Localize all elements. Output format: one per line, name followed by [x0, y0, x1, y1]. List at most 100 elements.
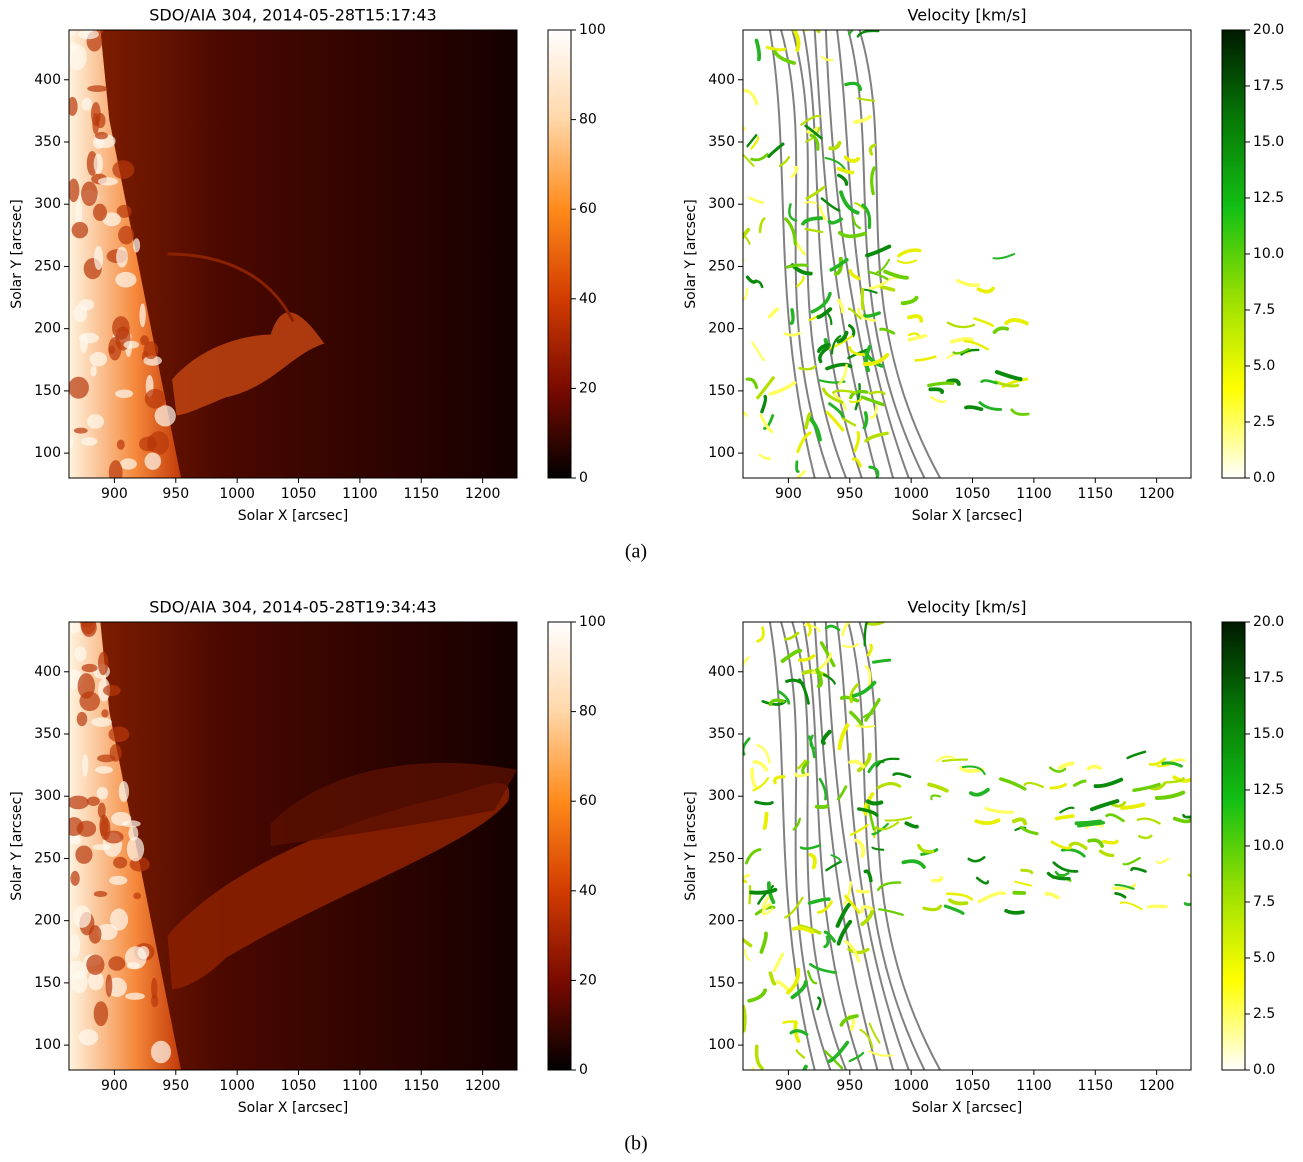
x-axis-label: Solar X [arcsec]: [912, 1100, 1022, 1116]
y-tick-label: 400: [34, 664, 61, 680]
limb-texture: [98, 177, 118, 185]
limb-texture: [72, 836, 80, 845]
x-tick-label: 950: [162, 1078, 189, 1094]
limb-texture: [95, 132, 108, 140]
colorbar-tick-label: 0: [579, 470, 588, 486]
y-axis-label: Solar Y [arcsec]: [9, 791, 25, 900]
limb-texture: [98, 652, 108, 676]
limb-texture: [79, 1029, 98, 1045]
x-tick-label: 1200: [465, 1078, 501, 1094]
y-tick-label: 250: [708, 258, 735, 274]
x-tick-label: 1050: [955, 486, 991, 502]
x-tick-label: 1050: [281, 486, 317, 502]
y-tick-label: 300: [34, 196, 61, 212]
limb-texture: [77, 712, 88, 726]
limb-texture: [67, 961, 88, 979]
x-tick-label: 1050: [281, 1078, 317, 1094]
streamline: [805, 202, 816, 203]
limb-texture: [145, 389, 166, 409]
limb-texture: [127, 837, 144, 861]
limb-texture: [71, 933, 80, 957]
colorbar-tick-label: 17.5: [1253, 670, 1284, 686]
y-tick-label: 250: [708, 850, 735, 866]
limb-texture: [67, 796, 88, 810]
y-tick-label: 400: [708, 664, 735, 680]
limb-texture: [87, 85, 107, 92]
colorbar-tick-label: 12.5: [1253, 782, 1284, 798]
limb-texture: [91, 366, 97, 377]
x-tick-label: 900: [101, 486, 128, 502]
limb-texture: [81, 664, 97, 672]
x-tick-label: 950: [836, 1078, 863, 1094]
chart-title: Velocity [km/s]: [908, 6, 1027, 25]
colorbar-tick-label: 7.5: [1253, 302, 1275, 318]
y-axis-label: Solar Y [arcsec]: [9, 199, 25, 308]
limb-texture: [125, 993, 145, 1000]
x-axis-label: Solar X [arcsec]: [912, 508, 1022, 524]
colorbar-tick-label: 100: [579, 22, 606, 38]
streamline: [750, 886, 751, 903]
limb-texture: [87, 796, 100, 806]
limb-texture: [139, 303, 145, 327]
limb-texture: [94, 891, 107, 897]
y-tick-label: 200: [708, 321, 735, 337]
limb-texture: [78, 29, 99, 39]
limb-texture: [151, 995, 158, 1008]
y-tick-label: 350: [34, 726, 61, 742]
limb-texture: [75, 199, 82, 225]
x-tick-label: 950: [162, 486, 189, 502]
x-tick-label: 1050: [955, 1078, 991, 1094]
limb-texture: [109, 876, 127, 885]
limb-texture: [69, 618, 81, 634]
x-tick-label: 950: [836, 486, 863, 502]
colorbar-tick-label: 2.5: [1253, 414, 1275, 430]
limb-texture: [112, 160, 134, 179]
y-tick-label: 200: [34, 321, 61, 337]
limb-texture: [79, 691, 100, 711]
streamline: [868, 801, 882, 803]
limb-texture: [92, 844, 110, 850]
limb-texture: [112, 316, 130, 340]
y-tick-label: 350: [708, 726, 735, 742]
limb-texture: [155, 405, 176, 426]
y-tick-label: 400: [708, 72, 735, 88]
limb-texture: [144, 341, 159, 359]
limb-texture: [70, 871, 79, 886]
x-tick-label: 1150: [1077, 1078, 1113, 1094]
limb-texture: [139, 437, 157, 452]
limb-texture: [119, 781, 129, 802]
limb-texture: [133, 238, 140, 252]
colorbar: [1222, 30, 1245, 478]
streamline: [857, 891, 868, 892]
limb-texture: [108, 337, 121, 360]
limb-texture: [98, 803, 106, 819]
limb-texture: [94, 1001, 108, 1026]
colorbar-tick-label: 20.0: [1253, 22, 1284, 38]
limb-texture: [86, 955, 104, 975]
limb-texture: [80, 334, 88, 353]
plot-area: [727, 21, 1191, 483]
limb-texture: [81, 618, 96, 637]
limb-texture: [79, 299, 94, 310]
y-tick-label: 100: [34, 1037, 61, 1053]
limb-texture: [123, 341, 139, 349]
colorbar-tick-label: 20: [579, 380, 597, 396]
y-tick-label: 150: [708, 383, 735, 399]
x-axis-label: Solar X [arcsec]: [238, 508, 348, 524]
streamline: [792, 310, 793, 323]
colorbar-tick-label: 100: [579, 614, 606, 630]
limb-texture: [81, 437, 97, 446]
x-tick-label: 1200: [1139, 486, 1175, 502]
colorbar-tick-label: 10.0: [1253, 838, 1284, 854]
y-axis-label: Solar Y [arcsec]: [683, 791, 699, 900]
x-tick-label: 1150: [403, 1078, 439, 1094]
chart-title: SDO/AIA 304, 2014-05-28T15:17:43: [149, 6, 436, 25]
x-axis-label: Solar X [arcsec]: [238, 1100, 348, 1116]
colorbar-tick-label: 15.0: [1253, 726, 1284, 742]
streamline: [1149, 906, 1166, 907]
limb-texture: [73, 906, 91, 928]
x-tick-label: 1100: [342, 1078, 378, 1094]
limb-texture: [91, 102, 101, 126]
x-tick-label: 1000: [219, 1078, 255, 1094]
streamline: [1104, 841, 1117, 843]
